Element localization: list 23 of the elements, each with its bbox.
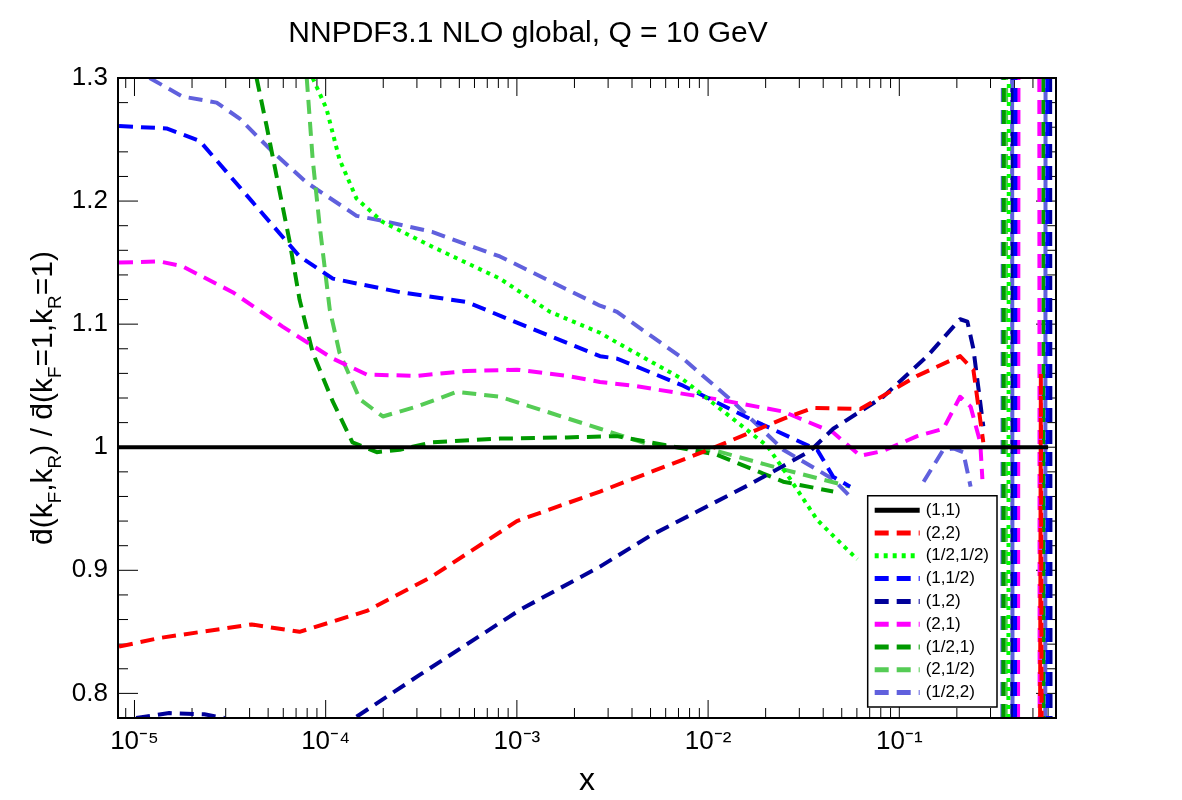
text: d̄(kF,kR) / d̄(kF=1,kR=1) xyxy=(25,250,65,546)
y-tick-label: 1.2 xyxy=(71,184,108,215)
x-tick-label: 10⁻¹ xyxy=(876,724,923,755)
chart-title: NNPDF3.1 NLO global, Q = 10 GeV xyxy=(288,15,768,49)
y-tick-label: 0.8 xyxy=(71,676,108,707)
legend-label: (1,1) xyxy=(925,499,961,519)
legend-label: (2,1/2) xyxy=(925,659,975,679)
legend-label: (1,1/2) xyxy=(925,568,975,588)
legend-label: (1/2,1/2) xyxy=(925,545,989,565)
y-tick-label: 0.9 xyxy=(71,553,108,584)
y-tick-label: 1.1 xyxy=(71,307,108,338)
x-axis-title: x xyxy=(579,760,595,797)
legend-label: (2,2) xyxy=(925,522,961,542)
legend-label: (1/2,2) xyxy=(925,682,975,702)
x-tick-label: 10⁻³ xyxy=(493,724,541,755)
y-tick-label: 1 xyxy=(93,430,108,461)
x-tick-label: 10⁻⁵ xyxy=(110,724,159,755)
legend-label: (1,2) xyxy=(925,591,961,611)
x-tick-label: 10⁻² xyxy=(684,724,732,755)
y-tick-label: 1.3 xyxy=(71,61,108,92)
x-tick-label: 10⁻⁴ xyxy=(301,724,351,755)
legend-label: (1/2,1) xyxy=(925,636,975,656)
legend-label: (2,1) xyxy=(925,613,961,633)
